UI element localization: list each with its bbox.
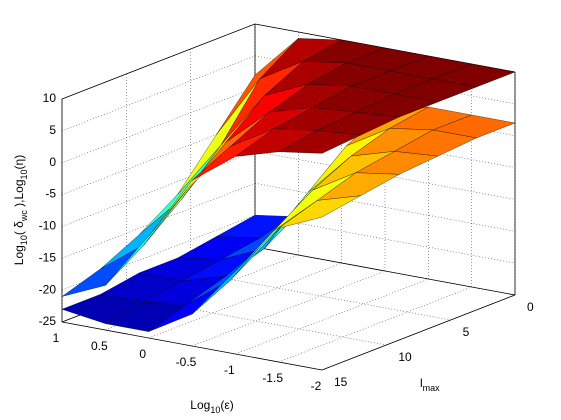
z-axis-label-part: Log [12,245,26,265]
axis-box [61,23,256,100]
z-axis-label-part: (η) [12,155,26,170]
z-tick-label: -10 [39,219,57,233]
grid-line [126,296,387,346]
surface-patch [278,195,361,229]
x-tick-label: 1 [53,331,60,345]
grid-line [190,271,451,321]
x-tick-label: -1.5 [262,371,283,385]
y-tick-label: 5 [463,325,470,339]
axis-box [254,246,516,296]
z-axis-label: Log10( δwc ),Log10(η) [12,155,29,265]
z-axis-label-part: ( δ [12,221,26,235]
z-tick-label: 5 [49,123,56,137]
z-axis-label-part: 10 [19,169,29,179]
x-tick-label: -2 [311,379,322,393]
z-tick-label: 10 [43,91,57,105]
axis-box [61,321,323,371]
y-tick-label: 10 [398,350,412,364]
x-tick-label: -0.5 [176,355,197,369]
z-axis-label-part: wc [19,210,29,222]
z-axis-label-part: ),Log [12,179,26,210]
axis-box [321,294,516,371]
x-axis-label-part: Log [190,398,210,412]
surface-patch [277,130,362,154]
x-tick-label: 0.5 [91,339,108,353]
x-axis-label-part: (ε) [220,398,233,412]
y-axis-label-part: max [423,383,441,393]
z-axis-label-part: 10 [19,235,29,245]
grid-line [235,278,429,355]
y-axis-label: lmax [420,376,440,393]
x-tick-label: -1 [224,363,235,377]
z-tick-label: -15 [39,250,57,264]
x-tick-label: 0 [139,347,146,361]
z-tick-label: 0 [49,155,56,169]
grid-line [278,286,472,363]
z-tick-label: -5 [45,187,56,201]
x-axis-label-part: 10 [210,405,220,415]
y-tick-label: 15 [334,375,348,389]
x-axis-label: Log10(ε) [190,398,233,415]
y-tick-label: 0 [527,300,534,314]
z-tick-label: -20 [39,282,57,296]
y-axis-label-part: l [420,376,423,390]
z-tick-label: -25 [39,314,57,328]
grid-line [254,214,516,264]
